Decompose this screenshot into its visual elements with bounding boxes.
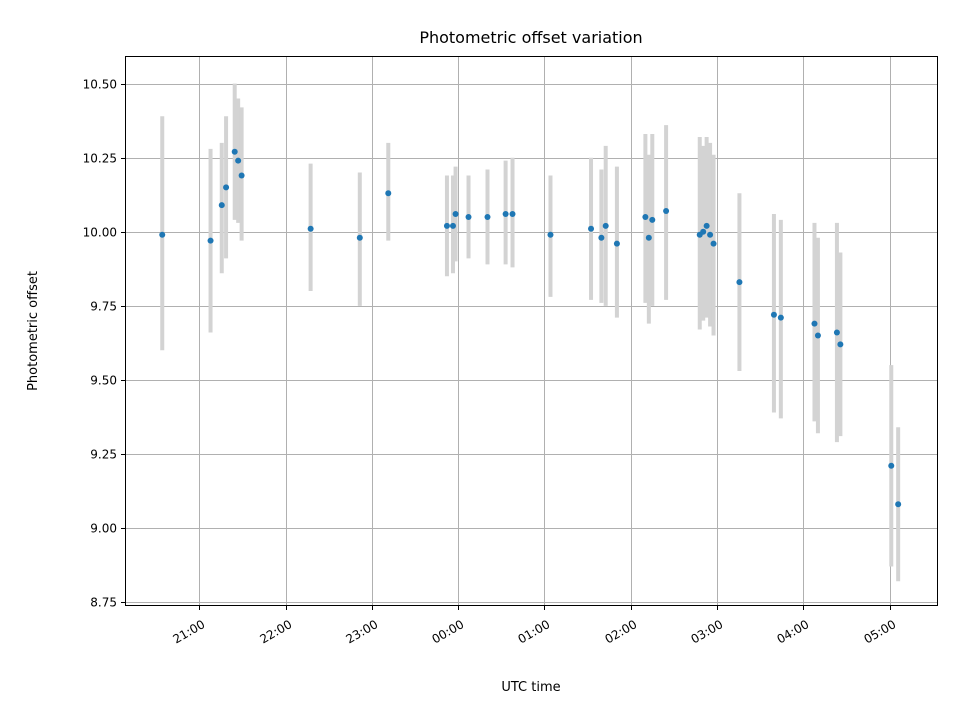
data-point bbox=[307, 225, 314, 232]
data-point bbox=[703, 222, 710, 229]
data-point bbox=[231, 148, 238, 155]
data-point bbox=[449, 222, 456, 229]
data-point bbox=[238, 172, 245, 179]
y-tick-label: 9.00 bbox=[90, 522, 117, 536]
y-axis-label: Photometric offset bbox=[26, 271, 41, 391]
data-point bbox=[235, 157, 242, 164]
y-tick-label: 8.75 bbox=[90, 596, 117, 610]
data-point bbox=[385, 190, 392, 197]
plot-frame bbox=[125, 56, 938, 606]
y-tick-label: 10.50 bbox=[83, 78, 117, 92]
data-point bbox=[700, 228, 707, 235]
data-point bbox=[613, 240, 620, 247]
data-points bbox=[159, 148, 902, 508]
chart-title: Photometric offset variation bbox=[419, 28, 642, 47]
data-point bbox=[811, 320, 818, 327]
y-tick-label: 9.25 bbox=[90, 448, 117, 462]
data-point bbox=[598, 234, 605, 241]
data-point bbox=[223, 184, 230, 191]
y-tick-label: 9.75 bbox=[90, 300, 117, 314]
data-point bbox=[895, 501, 902, 508]
data-point bbox=[452, 210, 459, 217]
y-tick-label: 10.00 bbox=[83, 226, 117, 240]
y-tick-label: 10.25 bbox=[83, 152, 117, 166]
data-point bbox=[888, 462, 895, 469]
y-axis-ticks: 8.75 9.00 9.25 9.50 9.75 10.00 10.25 10.50 bbox=[83, 78, 126, 610]
y-tick-label: 9.50 bbox=[90, 374, 117, 388]
data-point bbox=[663, 208, 670, 215]
data-point bbox=[443, 222, 450, 229]
data-point bbox=[602, 222, 609, 229]
data-point bbox=[837, 341, 844, 348]
data-point bbox=[509, 210, 516, 217]
data-point bbox=[710, 240, 717, 247]
data-point bbox=[642, 213, 649, 220]
data-point bbox=[356, 234, 363, 241]
grid bbox=[126, 57, 937, 605]
data-point bbox=[770, 311, 777, 318]
data-point bbox=[814, 332, 821, 339]
data-point bbox=[547, 231, 554, 238]
data-point bbox=[645, 234, 652, 241]
data-point bbox=[159, 231, 166, 238]
data-point bbox=[588, 225, 595, 232]
data-point bbox=[484, 213, 491, 220]
data-point bbox=[833, 329, 840, 336]
x-axis-label: UTC time bbox=[501, 680, 560, 695]
data-point bbox=[465, 213, 472, 220]
data-point bbox=[207, 237, 214, 244]
data-point bbox=[218, 202, 225, 209]
data-point bbox=[736, 279, 743, 286]
data-point bbox=[502, 210, 509, 217]
data-point bbox=[707, 231, 714, 238]
data-point bbox=[649, 216, 656, 223]
data-point bbox=[777, 314, 784, 321]
